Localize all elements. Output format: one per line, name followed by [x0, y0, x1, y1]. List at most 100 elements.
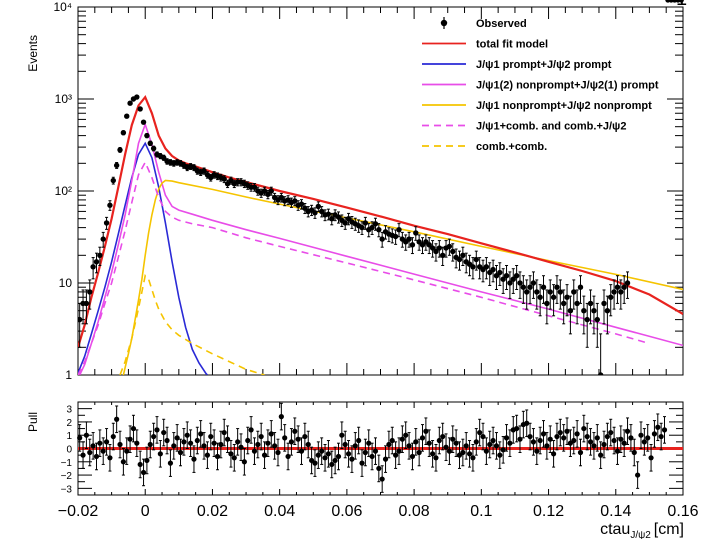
pull-point: [678, 0, 684, 3]
pull-point: [191, 445, 197, 473]
pull-point: [456, 441, 463, 469]
observed-point: [379, 231, 385, 248]
observed-point: [567, 295, 574, 335]
pull-point: [433, 444, 439, 472]
observed-point: [597, 333, 604, 375]
pull-point: [658, 422, 664, 451]
pull-x-axis-title: ctauJ/ψ2 [cm]: [600, 521, 684, 539]
main-y-axis-title: Events: [26, 35, 40, 72]
pull-point: [614, 437, 621, 465]
pull-point: [117, 430, 123, 459]
pull-point: [416, 438, 422, 467]
pull-point: [500, 436, 506, 464]
pull-point: [288, 428, 295, 456]
observed-points: [78, 0, 643, 375]
observed-point: [302, 203, 308, 215]
curve-comb-comb-: [119, 274, 265, 375]
x-tick-label: 0.08: [399, 503, 430, 520]
observed-point: [544, 289, 550, 325]
observed-point: [450, 243, 456, 262]
pull-point: [581, 414, 587, 443]
legend-label: comb.+comb.: [476, 141, 547, 153]
observed-point: [113, 162, 120, 169]
pull-y-axis-title: Pull: [26, 412, 40, 432]
x-tick-label: 0.1: [470, 503, 492, 520]
pull-point: [409, 442, 416, 471]
observed-point: [255, 186, 261, 196]
pull-point: [211, 429, 217, 457]
observed-point: [90, 257, 96, 280]
observed-point: [406, 231, 412, 248]
observed-point: [554, 275, 560, 304]
legend-item: J/ψ1+comb. and comb.+J/ψ2: [422, 121, 626, 133]
observed-point: [493, 264, 500, 290]
pull-point: [312, 449, 318, 477]
pull-point: [497, 441, 503, 469]
observed-point: [503, 264, 510, 290]
observed-point: [490, 259, 496, 283]
observed-point: [376, 223, 382, 238]
observed-point: [201, 167, 207, 175]
observed-point: [638, 0, 643, 3]
x-tick-label: 0.04: [264, 503, 295, 520]
observed-point: [540, 275, 547, 304]
pull-point: [238, 433, 244, 461]
pull-point: [245, 426, 251, 455]
pull-point: [278, 402, 284, 431]
x-tick-label: 0.02: [197, 503, 228, 520]
observed-point: [456, 250, 463, 271]
pull-point: [547, 425, 553, 453]
observed-point: [137, 106, 143, 112]
pull-point: [97, 429, 103, 457]
pull-point: [208, 422, 214, 451]
pull-point: [352, 432, 358, 460]
observed-point: [577, 275, 584, 304]
pull-point: [110, 422, 116, 451]
observed-point: [221, 175, 227, 184]
observed-point: [436, 240, 443, 258]
pull-point: [201, 432, 207, 460]
pull-point: [524, 409, 530, 438]
observed-point: [120, 130, 127, 136]
pull-point: [198, 420, 204, 448]
pull-point: [292, 417, 298, 446]
pull-point: [204, 441, 211, 469]
pull-point: [517, 425, 523, 453]
pull-y-tick-labels: 3 2 1 0 −1 −2 −3: [61, 405, 73, 496]
pull-point: [440, 422, 446, 451]
observed-point: [621, 275, 627, 304]
curve-j-1-nonprompt-j-2-nonprompt: [122, 179, 683, 375]
observed-point: [100, 231, 106, 248]
observed-point: [635, 0, 640, 3]
observed-point: [127, 100, 133, 106]
pull-point: [87, 438, 93, 467]
pull-point: [268, 420, 274, 448]
pull-point: [194, 426, 200, 455]
main-x-ticks: [77, 7, 684, 375]
pull-point: [282, 424, 288, 452]
pull-point: [429, 440, 436, 468]
y-tick-label: 10: [59, 276, 73, 290]
x-axis-title-main: ctau: [600, 521, 630, 538]
legend-label: J/ψ1+comb. and comb.+J/ψ2: [476, 121, 626, 133]
pull-point: [645, 424, 651, 452]
observed-point: [470, 257, 476, 280]
pull-point: [490, 426, 496, 455]
pull-point: [591, 432, 597, 460]
pull-point: [174, 424, 180, 452]
observed-point: [345, 212, 352, 226]
observed-point: [93, 252, 100, 274]
pull-point: [487, 430, 493, 459]
main-panel: 1 10 10² 10³ 10⁴ Events 1 Observed total fit …: [26, 0, 687, 382]
pull-point: [214, 442, 221, 471]
pull-point: [571, 426, 577, 455]
pull-point: [477, 418, 483, 447]
pull-point: [127, 425, 133, 453]
pull-y-tick-label: 1: [66, 431, 72, 442]
pull-point: [372, 437, 379, 465]
pull-point: [537, 426, 543, 455]
pull-x-tick-labels: −0.02 0 0.02 0.04 0.06 0.08 0.1 0.12 0.14 0.16: [58, 503, 699, 520]
pull-point: [638, 421, 644, 449]
x-axis-title-subscript: J/ψ2: [630, 530, 651, 539]
